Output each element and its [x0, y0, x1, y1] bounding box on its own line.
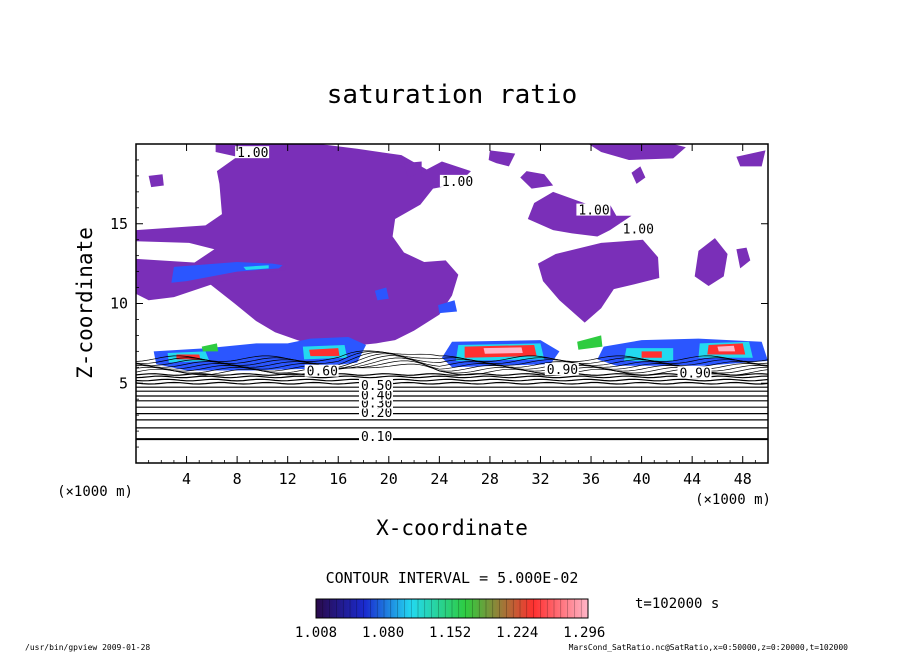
x-tick-label: 28 — [481, 470, 499, 488]
saturated-region-edge — [736, 247, 751, 269]
cloud-peak-high — [717, 345, 736, 352]
contour-interval: CONTOUR INTERVAL = 5.000E-02 — [326, 569, 579, 587]
saturated-region-main — [136, 144, 471, 347]
time-label: t=102000 s — [635, 596, 719, 612]
plot-area: 0.100.200.300.400.500.60 0.90 0.901.001.00… — [136, 144, 768, 445]
x-tick-label: 16 — [329, 470, 347, 488]
contour-line — [136, 381, 768, 385]
saturated-region-upper — [403, 161, 422, 178]
cloud-green — [201, 343, 219, 352]
colorbar-ticks: 1.008 1.080 1.152 1.224 1.296 — [295, 625, 605, 641]
saturated-region-blob — [736, 150, 766, 167]
x-tick-label: 32 — [531, 470, 549, 488]
cloud-green — [577, 335, 603, 350]
x-axis-label: X-coordinate — [376, 516, 528, 540]
cloud-peak — [641, 351, 662, 358]
contour-label: 0.10 — [361, 430, 392, 445]
contour-label-bg — [576, 203, 611, 216]
colorbar-tick-label: 1.296 — [563, 625, 605, 641]
contour-label: 1.00 — [623, 223, 654, 238]
contour-label: 0.90 — [680, 366, 711, 381]
cloud-peak — [309, 348, 340, 357]
y-axis-label: Z-coordinate — [73, 227, 97, 379]
contour-line — [136, 375, 768, 379]
contour-line — [136, 351, 768, 364]
contour-label: 0.60 — [307, 365, 338, 380]
footer-right: MarsCond_SatRatio.nc@SatRatio,x=0:50000,… — [569, 643, 849, 652]
contour-label-bg — [304, 364, 339, 377]
chart-title: saturation ratio — [327, 80, 577, 110]
cloud-blob — [374, 287, 389, 301]
cloud-band-left — [153, 336, 367, 371]
colorbar-tick-label: 1.152 — [429, 625, 471, 641]
contour-label-bg — [235, 146, 270, 159]
contour-label-bg — [439, 174, 474, 187]
contour-line — [136, 350, 768, 362]
contour-line — [136, 360, 768, 374]
contour-label: 1.00 — [237, 146, 268, 161]
saturated-region-blob — [631, 166, 646, 184]
saturated-region-right — [537, 239, 660, 323]
contour-labels: 0.100.200.300.400.500.60 0.90 0.901.001.00… — [235, 146, 712, 445]
y-tick-label: 10 — [110, 295, 128, 313]
saturated-region-topright — [588, 144, 686, 160]
contour-label-bg — [358, 430, 393, 443]
footer-left: /usr/bin/gpview 2009-01-28 — [25, 643, 150, 652]
x-tick-label: 4 — [182, 470, 191, 488]
contour-label: 0.40 — [361, 389, 392, 404]
cloud-peak-high — [483, 347, 523, 354]
colorbar-tick-label: 1.008 — [295, 625, 337, 641]
contour-label: 0.90 — [547, 363, 578, 378]
contour-label-bg — [358, 379, 393, 392]
x-tick-label: 44 — [683, 470, 701, 488]
x-tick-label: 40 — [633, 470, 651, 488]
x-tick-label: 20 — [380, 470, 398, 488]
saturated-region-far-right — [694, 238, 728, 286]
contour-label-bg — [677, 366, 712, 379]
x-tick-label: 48 — [734, 470, 752, 488]
saturated-region-upper-right — [488, 150, 516, 167]
y-tick-label: 5 — [119, 374, 128, 392]
x-tick-label: 36 — [582, 470, 600, 488]
x-axis: 4 8 12 16 20 24 28 32 36 40 44 48 — [148, 144, 756, 488]
contour-label: 1.00 — [442, 175, 473, 190]
x-tick-label: 12 — [279, 470, 297, 488]
y-tick-label: 15 — [110, 215, 128, 233]
contour-label: 0.20 — [361, 406, 392, 421]
colorbar-tick-label: 1.080 — [362, 625, 404, 641]
saturated-region-blob — [148, 174, 164, 188]
contour-lines — [136, 350, 768, 441]
x-tick-label: 8 — [233, 470, 242, 488]
cloud-blob — [438, 300, 458, 314]
contour-label-bg — [358, 406, 393, 419]
contour-line — [136, 378, 768, 382]
contour-label: 1.00 — [578, 204, 609, 219]
x-unit-left: (×1000 m) — [57, 484, 133, 500]
x-tick-label: 24 — [430, 470, 448, 488]
x-unit-right: (×1000 m) — [695, 492, 771, 508]
contour-label: 0.50 — [361, 379, 392, 394]
cloud-left-filament-core — [243, 265, 269, 271]
contour-label-bg — [544, 363, 579, 376]
saturation-fill — [136, 144, 768, 371]
colorbar-tick-label: 1.224 — [496, 625, 538, 641]
contour-line — [136, 373, 768, 376]
contour-label-bg — [620, 222, 655, 235]
contour-label-bg — [358, 388, 393, 401]
y-axis: 5 10 15 — [110, 159, 768, 448]
saturated-region-small — [520, 171, 554, 189]
colorbar — [315, 598, 589, 619]
contour-line — [136, 363, 768, 376]
